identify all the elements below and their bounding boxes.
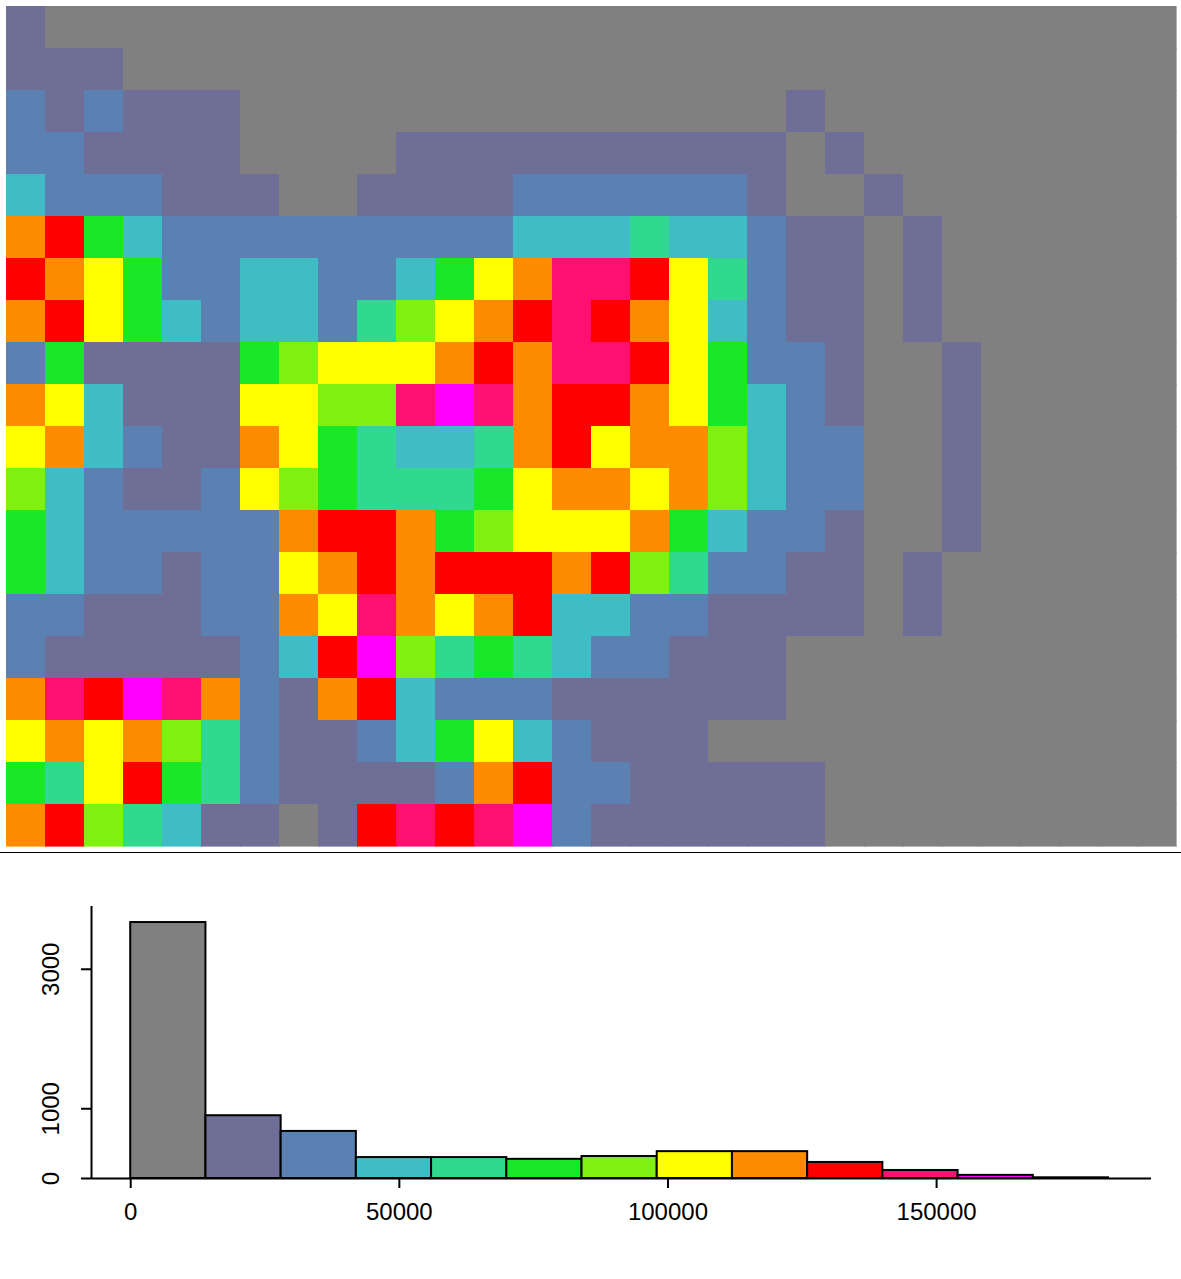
svg-text:150000: 150000 — [897, 1198, 977, 1225]
svg-text:3000: 3000 — [37, 943, 64, 996]
svg-text:50000: 50000 — [366, 1198, 433, 1225]
svg-text:1000: 1000 — [37, 1082, 64, 1135]
svg-text:0: 0 — [37, 1172, 64, 1185]
svg-text:100000: 100000 — [628, 1198, 708, 1225]
svg-text:0: 0 — [124, 1198, 137, 1225]
